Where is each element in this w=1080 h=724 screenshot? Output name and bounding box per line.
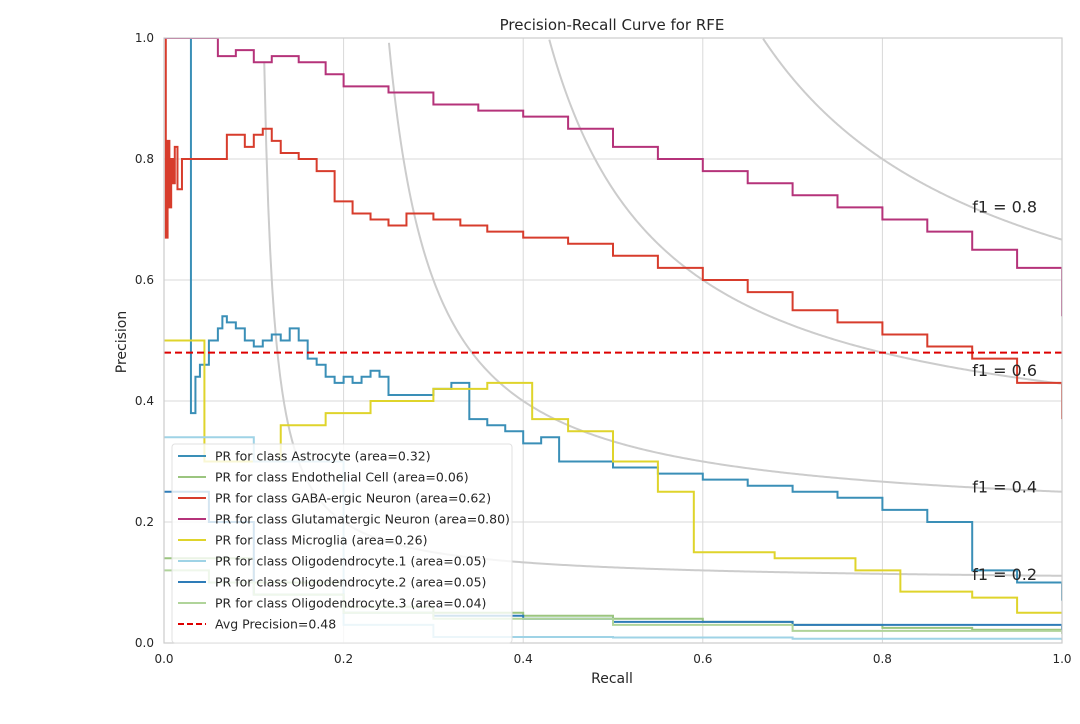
x-tick-label: 1.0 [1052,652,1071,666]
iso-f1-curve [387,42,1062,493]
iso-f1-label: f1 = 0.6 [972,361,1037,380]
plot-border [163,37,1063,644]
iso-f1-label: f1 = 0.2 [972,565,1037,584]
y-tick-label: 0.4 [135,394,154,408]
legend-label: PR for class Microglia (area=0.26) [215,533,427,548]
legend-label: Avg Precision=0.48 [215,617,336,632]
iso-f1-label: f1 = 0.4 [972,477,1037,496]
iso-f1-curve [548,39,1062,385]
plot-frame [163,37,1063,644]
y-tick-label: 0.6 [135,273,154,287]
legend-label: PR for class Oligodendrocyte.2 (area=0.0… [215,575,486,590]
legend-label: PR for class Astrocyte (area=0.32) [215,449,431,464]
legend-label: PR for class Glutamatergic Neuron (area=… [215,512,510,527]
series-line [164,38,1062,601]
chart-title: Precision-Recall Curve for RFE [500,16,725,34]
legend-label: PR for class Oligodendrocyte.3 (area=0.0… [215,596,486,611]
legend: PR for class Astrocyte (area=0.32) PR for… [171,443,513,644]
x-tick-label: 0.4 [514,652,533,666]
legend-label: PR for class Endothelial Cell (area=0.06… [215,470,469,485]
y-tick-label: 0.2 [135,515,154,529]
iso-f1-curve [762,38,1062,241]
y-tick-label: 0.8 [135,152,154,166]
x-tick-label: 0.6 [693,652,712,666]
legend-label: PR for class GABA-ergic Neuron (area=0.6… [215,491,491,506]
tick-labels: 0.0 0.2 0.4 0.6 0.8 1.0 0.0 0.2 0.4 0.6 0.8 1.0 [135,31,1072,666]
y-tick-label: 0.0 [135,636,154,650]
series-line [164,38,1062,317]
y-tick-label: 1.0 [135,31,154,45]
legend-box [171,443,513,644]
x-tick-label: 0.8 [873,652,892,666]
x-tick-label: 0.2 [334,652,353,666]
x-tick-label: 0.0 [154,652,173,666]
series-line [164,38,1062,420]
series-line [164,339,1062,614]
legend-label: PR for class Oligodendrocyte.1 (area=0.0… [215,554,486,569]
x-axis-label: Recall [591,671,633,687]
y-axis-label: Precision [114,311,130,373]
iso-f1-label: f1 = 0.8 [972,197,1037,216]
